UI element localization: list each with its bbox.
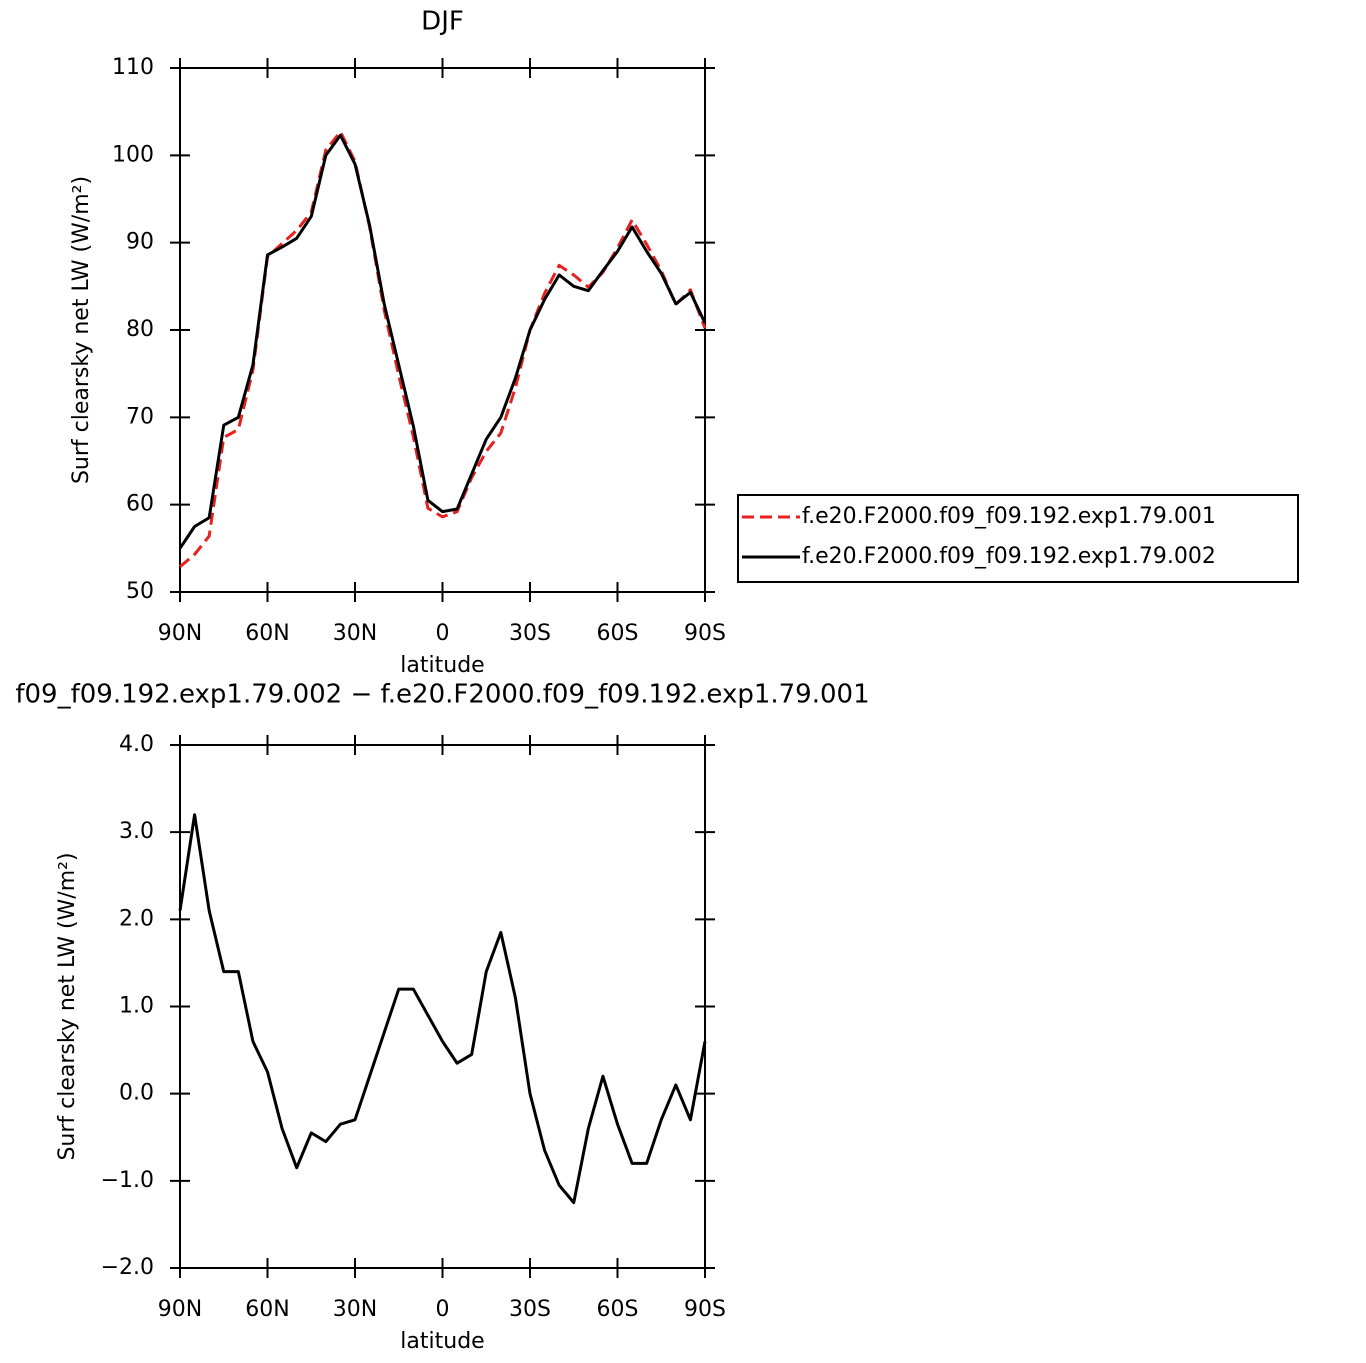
y-tick-label: 60 (126, 492, 154, 517)
legend-label: f.e20.F2000.f09_f09.192.exp1.79.001 (802, 504, 1216, 529)
x-tick-label: 60S (597, 621, 639, 646)
y-tick-label: 90 (126, 230, 154, 255)
y-tick-label: 50 (126, 579, 154, 604)
y-tick-label: 110 (112, 55, 154, 80)
x-tick-label: 60S (597, 1297, 639, 1322)
y-tick-label: −1.0 (101, 1168, 154, 1193)
y-axis-label: Surf clearsky net LW (W/m²) (55, 852, 80, 1160)
x-axis-label: latitude (400, 1329, 484, 1354)
x-tick-label: 60N (245, 1297, 289, 1322)
legend-label: f.e20.F2000.f09_f09.192.exp1.79.002 (802, 544, 1216, 569)
x-tick-label: 90S (684, 1297, 726, 1322)
x-tick-label: 90S (684, 621, 726, 646)
x-tick-label: 0 (436, 1297, 450, 1322)
y-tick-label: 2.0 (119, 906, 154, 931)
x-tick-label: 30S (509, 621, 551, 646)
y-tick-label: 80 (126, 317, 154, 342)
series-line (178, 133, 707, 550)
y-tick-label: −2.0 (101, 1255, 154, 1280)
series-line (178, 813, 707, 1205)
chart-title: f09_f09.192.exp1.79.002 − f.e20.F2000.f0… (15, 680, 869, 710)
y-tick-label: 4.0 (119, 732, 154, 757)
series-line (179, 130, 707, 568)
y-axis-label: Surf clearsky net LW (W/m²) (69, 176, 94, 484)
plot-frame (179, 744, 706, 1269)
y-tick-label: 0.0 (119, 1081, 154, 1106)
x-tick-label: 90N (158, 621, 202, 646)
y-tick-label: 3.0 (119, 819, 154, 844)
y-tick-label: 1.0 (119, 994, 154, 1019)
x-tick-label: 30N (333, 621, 377, 646)
x-tick-label: 30N (333, 1297, 377, 1322)
x-tick-label: 0 (436, 621, 450, 646)
x-tick-label: 60N (245, 621, 289, 646)
x-axis-label: latitude (400, 653, 484, 678)
x-tick-label: 30S (509, 1297, 551, 1322)
y-tick-label: 100 (112, 142, 154, 167)
chart-title: DJF (421, 7, 464, 37)
x-tick-label: 90N (158, 1297, 202, 1322)
legend-box (737, 494, 1299, 583)
y-tick-label: 70 (126, 404, 154, 429)
